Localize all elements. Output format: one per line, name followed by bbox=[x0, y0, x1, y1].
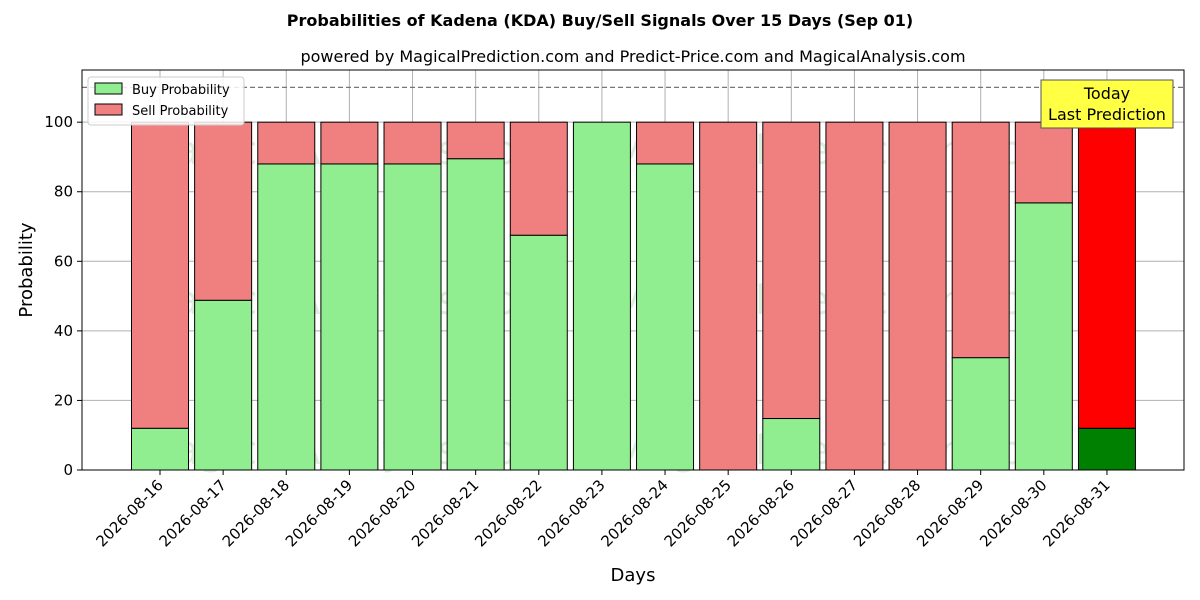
x-tick-label: 2026-08-24 bbox=[597, 476, 671, 550]
x-tick-label: 2026-08-27 bbox=[787, 476, 861, 550]
y-axis-ticks: 0 20 40 60 80 100 bbox=[44, 113, 82, 479]
y-tick-label: 100 bbox=[44, 113, 73, 131]
x-tick-label: 2026-08-25 bbox=[661, 476, 735, 550]
legend: Buy Probability Sell Probability bbox=[87, 76, 245, 126]
x-tick-label: 2026-08-30 bbox=[976, 476, 1050, 550]
bar-sell-2026-08-17 bbox=[194, 121, 253, 301]
x-tick-label: 2026-08-31 bbox=[1039, 476, 1113, 550]
plot-frame bbox=[81, 69, 1185, 471]
x-tick-label: 2026-08-22 bbox=[471, 476, 545, 550]
chart-title: Probabilities of Kadena (KDA) Buy/Sell S… bbox=[287, 11, 913, 30]
bar-buy-2026-08-23 bbox=[572, 121, 631, 471]
x-tick-label: 2026-08-29 bbox=[913, 476, 987, 550]
bar-sell-2026-08-26 bbox=[762, 121, 821, 420]
bar-buy-2026-08-18 bbox=[257, 163, 316, 471]
bar-buy-2026-08-26 bbox=[762, 418, 821, 471]
bar-sell-2026-08-24 bbox=[636, 121, 695, 165]
bar-sell-2026-08-27 bbox=[825, 121, 884, 471]
x-tick-label: 2026-08-20 bbox=[345, 476, 419, 550]
bar-sell-2026-08-30 bbox=[1014, 121, 1073, 204]
bar-buy-2026-08-17 bbox=[194, 299, 253, 471]
bar-buy-2026-08-24 bbox=[636, 163, 695, 471]
today-annotation-box bbox=[1040, 79, 1174, 129]
today-annotation-line1: Today bbox=[1083, 84, 1130, 103]
bar-sell-2026-08-31 bbox=[1077, 121, 1136, 429]
x-tick-label: 2026-08-17 bbox=[156, 476, 230, 550]
bar-sell-2026-08-19 bbox=[320, 121, 379, 165]
y-tick-label: 20 bbox=[54, 391, 73, 409]
today-annotation-line2: Last Prediction bbox=[1048, 105, 1166, 124]
bar-buy-2026-08-31 bbox=[1077, 427, 1136, 471]
x-tick-label: 2026-08-16 bbox=[92, 476, 166, 550]
x-axis-ticks: 2026-08-162026-08-172026-08-182026-08-19… bbox=[92, 470, 1114, 550]
x-tick-label: 2026-08-23 bbox=[534, 476, 608, 550]
bar-sell-2026-08-18 bbox=[257, 121, 316, 165]
x-tick-label: 2026-08-18 bbox=[219, 476, 293, 550]
bar-sell-2026-08-29 bbox=[951, 121, 1010, 359]
x-tick-label: 2026-08-19 bbox=[282, 476, 356, 550]
bar-sell-2026-08-28 bbox=[888, 121, 947, 471]
y-axis-label: Probability bbox=[16, 222, 37, 317]
y-tick-label: 40 bbox=[54, 322, 73, 340]
chart-subtitle: powered by MagicalPrediction.com and Pre… bbox=[300, 47, 965, 66]
legend-box bbox=[87, 76, 245, 126]
bar-buy-2026-08-21 bbox=[446, 158, 505, 471]
bar-buy-2026-08-30 bbox=[1014, 202, 1073, 471]
today-annotation: Today Last Prediction bbox=[1040, 79, 1174, 129]
bar-sell-2026-08-22 bbox=[509, 121, 568, 236]
bar-sell-2026-08-25 bbox=[699, 121, 758, 471]
x-axis-label: Days bbox=[611, 565, 656, 586]
bar-buy-2026-08-22 bbox=[509, 234, 568, 471]
y-tick-label: 80 bbox=[54, 183, 73, 201]
legend-swatch-buy bbox=[94, 82, 123, 95]
legend-label-sell: Sell Probability bbox=[132, 104, 229, 119]
bar-buy-2026-08-20 bbox=[383, 163, 442, 471]
bar-buy-2026-08-19 bbox=[320, 163, 379, 471]
bar-sell-2026-08-21 bbox=[446, 121, 505, 160]
x-tick-label: 2026-08-26 bbox=[724, 476, 798, 550]
y-tick-label: 60 bbox=[54, 252, 73, 270]
bar-buy-2026-08-16 bbox=[131, 427, 189, 471]
y-tick-label: 0 bbox=[63, 461, 73, 479]
x-tick-label: 2026-08-21 bbox=[408, 476, 482, 550]
bar-sell-2026-08-16 bbox=[131, 121, 189, 429]
bar-buy-2026-08-29 bbox=[951, 357, 1010, 471]
x-tick-label: 2026-08-28 bbox=[850, 476, 924, 550]
legend-swatch-sell bbox=[94, 103, 123, 116]
legend-label-buy: Buy Probability bbox=[132, 83, 230, 98]
bars bbox=[131, 121, 1136, 471]
bar-sell-2026-08-20 bbox=[383, 121, 442, 165]
